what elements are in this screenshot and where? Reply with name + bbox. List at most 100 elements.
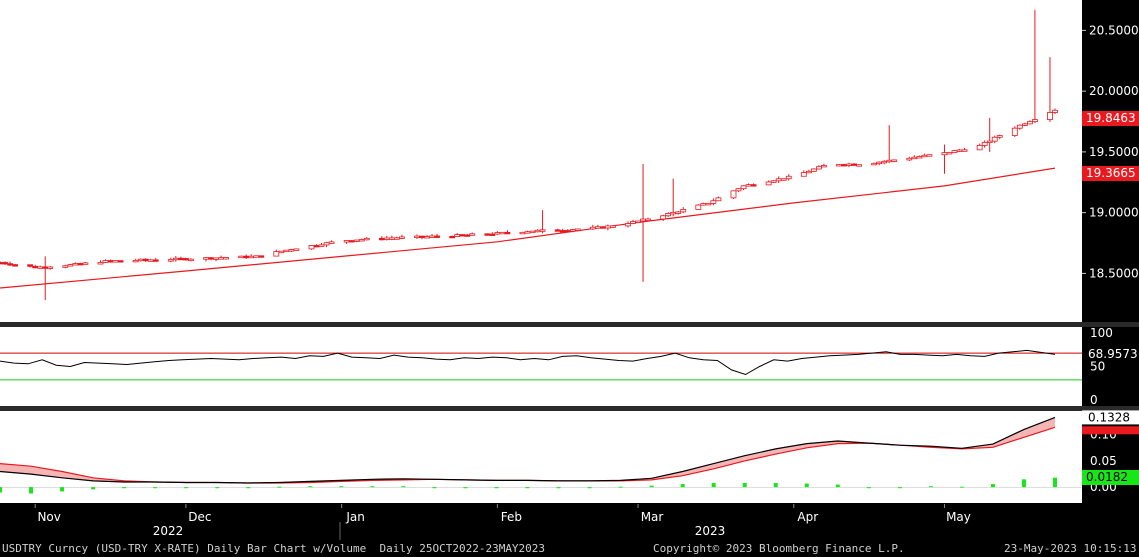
macd-histogram-bar [835, 484, 840, 488]
candle-body [986, 140, 993, 143]
candle-body [921, 154, 928, 158]
candle-body [700, 203, 707, 206]
x-month-label: Feb [501, 510, 522, 524]
macd-histogram-bar [804, 483, 809, 488]
candle-body [524, 231, 531, 234]
candle-body [167, 259, 174, 262]
candle-body [489, 233, 496, 236]
rsi-y-tick-label: 100 [1090, 326, 1113, 340]
price-y-tick-label: 19.0000 [1089, 206, 1139, 220]
candle-body [534, 229, 541, 233]
macd-histogram-bar [525, 487, 530, 489]
candle-body [554, 229, 561, 232]
candle-body [378, 237, 385, 241]
candle-body [529, 230, 536, 234]
candle-body [383, 237, 390, 240]
candle-body [574, 228, 581, 231]
x-month-label: Jan [345, 510, 365, 524]
macd-histogram-bar [122, 487, 127, 489]
candle-body [273, 251, 280, 257]
candle-body [363, 237, 370, 241]
candle-body [414, 235, 420, 238]
candle-body [991, 136, 998, 142]
macd-histogram-bar [60, 487, 65, 492]
candle-body [343, 240, 350, 243]
macd-histogram-bar [928, 486, 933, 488]
candle-body [243, 255, 250, 259]
candle-body [886, 159, 893, 163]
candle-body [77, 263, 84, 266]
macd-panel [0, 411, 1082, 503]
candle-body [107, 260, 114, 263]
price-last-tag: 19.8463 [1082, 111, 1139, 126]
macd-histogram-bar [773, 483, 778, 488]
candle-body [218, 257, 224, 260]
candle-body [876, 161, 883, 165]
candle-body [680, 209, 687, 213]
panel-separator [0, 322, 1139, 327]
candle-body [177, 257, 184, 261]
candle-body [599, 226, 606, 229]
candle-body [906, 157, 913, 161]
candle-body [213, 257, 219, 260]
candle-body [469, 233, 476, 236]
candle-body [399, 236, 405, 239]
rsi-line [0, 349, 1056, 376]
candle-body [117, 260, 124, 263]
candle-body [82, 262, 89, 265]
candle-body [836, 164, 842, 167]
candle-body [846, 163, 852, 166]
candle-body [810, 168, 817, 172]
candle-body [821, 165, 827, 168]
candle-body [459, 234, 466, 237]
candle-body [1021, 123, 1028, 126]
macd-histogram-bar [0, 487, 2, 493]
candle-body [484, 233, 491, 236]
candle-body [851, 163, 857, 166]
ma-last-tag: 19.3665 [1082, 166, 1139, 181]
candle-body [203, 257, 209, 260]
footer-bar: USDTRY Curncy (USD-TRY X-RATE) Daily Bar… [0, 540, 1139, 557]
candle-body [660, 215, 667, 220]
candle-body [1047, 112, 1053, 121]
candle-body [253, 255, 260, 258]
candle-body [238, 255, 245, 259]
macd-histogram-bar [711, 483, 716, 488]
candle-body [499, 231, 506, 235]
macd-histogram-bar [618, 486, 623, 488]
candle-body [976, 145, 983, 151]
candle-body [710, 200, 717, 204]
macd-histogram-bar [29, 487, 34, 494]
candle-body [72, 263, 79, 266]
rsi-panel [0, 327, 1082, 406]
candle-body [871, 162, 878, 166]
candle-body [132, 259, 139, 263]
candle-body [750, 184, 757, 187]
candle-body [519, 231, 526, 235]
macd-last-tag: 0.0182 [1082, 470, 1139, 485]
x-month-label: Mar [641, 510, 664, 524]
candle-body [32, 265, 39, 269]
candle-body [1011, 127, 1018, 136]
macd-histogram-bar [897, 487, 902, 489]
candle-body [288, 249, 295, 252]
candle-body [258, 255, 265, 258]
candle-body [805, 170, 812, 174]
macd-histogram-bar [1021, 479, 1026, 488]
candle-body [564, 230, 571, 233]
macd-histogram-bar [866, 487, 871, 489]
candle-body [881, 160, 888, 164]
candle-body [464, 234, 471, 237]
candle-body [147, 259, 154, 262]
candle-body [956, 149, 963, 152]
candle-body [569, 229, 576, 232]
candle-body [610, 225, 616, 228]
x-month-label: Nov [37, 510, 60, 524]
candle-body [559, 230, 566, 233]
candle-body [539, 229, 546, 232]
x-month-label: Apr [797, 510, 818, 524]
candle-body [941, 152, 948, 156]
candle-body [434, 235, 440, 238]
candle-body [946, 152, 953, 155]
candle-body [635, 220, 641, 223]
